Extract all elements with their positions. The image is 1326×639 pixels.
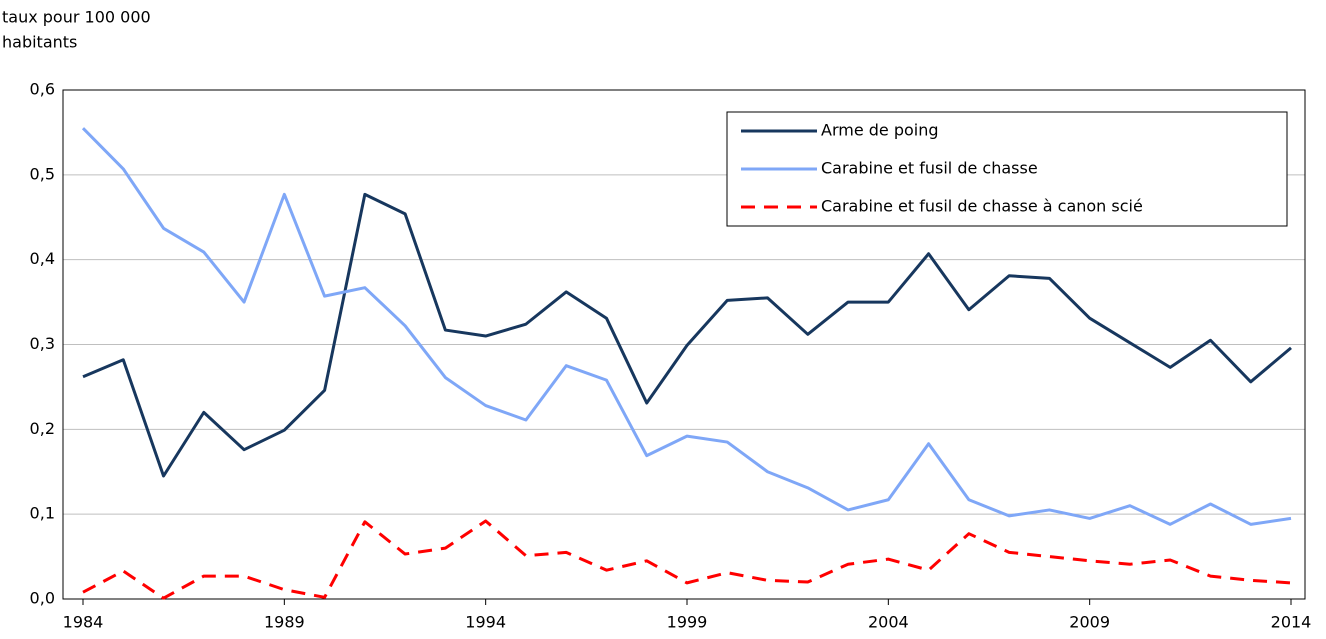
x-tick-label: 1994: [465, 613, 506, 632]
x-tick-label: 1984: [63, 613, 104, 632]
y-axis-label: habitants: [2, 33, 77, 52]
legend-label: Arme de poing: [821, 121, 939, 140]
legend-box: [726, 111, 1288, 227]
plot-frame: [62, 89, 1306, 600]
y-tick-label: 0,0: [30, 589, 55, 608]
series-line: [82, 192, 1292, 478]
x-tick-label: 2009: [1069, 613, 1110, 632]
series-line: [82, 519, 1292, 600]
x-tick-label: 2014: [1271, 613, 1312, 632]
legend-label: Carabine et fusil de chasse à canon scié: [821, 197, 1143, 216]
y-tick-label: 0,6: [30, 80, 55, 99]
x-tick-label: 2004: [868, 613, 909, 632]
y-tick-label: 0,2: [30, 419, 55, 438]
series-line: [81, 127, 1292, 526]
legend-label: Carabine et fusil de chasse: [821, 159, 1038, 178]
y-axis-label: taux pour 100 000: [2, 8, 151, 27]
y-tick-label: 0,3: [30, 334, 55, 353]
y-tick-label: 0,4: [30, 249, 55, 268]
y-tick-label: 0,1: [30, 504, 55, 523]
x-tick-label: 1999: [667, 613, 708, 632]
x-tick-label: 1989: [264, 613, 305, 632]
y-tick-label: 0,5: [30, 164, 55, 183]
